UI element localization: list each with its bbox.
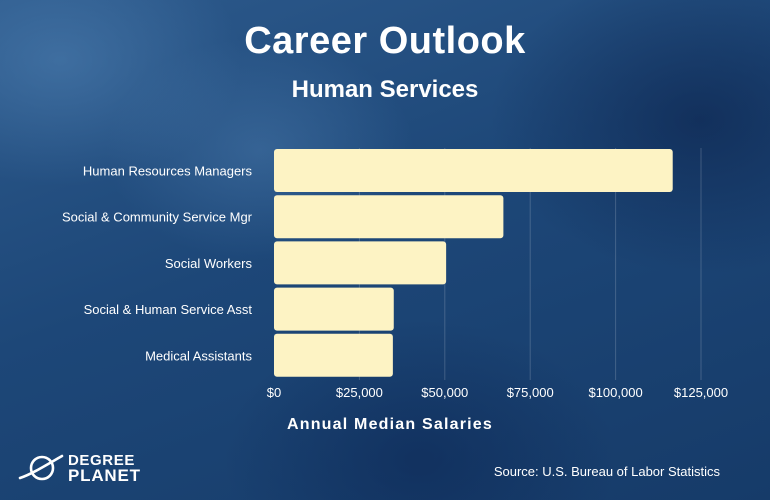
category-label: Social Workers bbox=[165, 256, 253, 271]
category-label: Social & Community Service Mgr bbox=[62, 210, 253, 225]
x-tick-label: $125,000 bbox=[674, 385, 728, 400]
planet-icon bbox=[18, 454, 64, 481]
chart-title: Career Outlook bbox=[244, 20, 526, 62]
chart-subtitle: Human Services bbox=[291, 76, 479, 103]
x-tick-label: $100,000 bbox=[588, 385, 642, 400]
bar bbox=[274, 195, 504, 239]
category-label: Social & Human Service Asst bbox=[84, 302, 253, 317]
source-note: Source: U.S. Bureau of Labor Statistics bbox=[493, 464, 720, 479]
bar bbox=[274, 333, 393, 377]
x-tick-label: $0 bbox=[267, 385, 281, 400]
logo-line-1: DEGREE bbox=[68, 452, 135, 469]
bar bbox=[274, 241, 447, 285]
category-label: Human Resources Managers bbox=[83, 164, 253, 179]
logo-line-2: PLANET bbox=[68, 466, 141, 485]
x-axis-label: Annual Median Salaries bbox=[286, 416, 493, 433]
x-tick-label: $25,000 bbox=[336, 385, 383, 400]
x-tick-label: $75,000 bbox=[507, 385, 554, 400]
category-label: Medical Assistants bbox=[145, 348, 252, 363]
bar bbox=[274, 149, 673, 192]
x-tick-label: $50,000 bbox=[421, 385, 468, 400]
degree-planet-logo: DEGREE PLANET bbox=[18, 448, 141, 488]
bar bbox=[274, 287, 394, 331]
